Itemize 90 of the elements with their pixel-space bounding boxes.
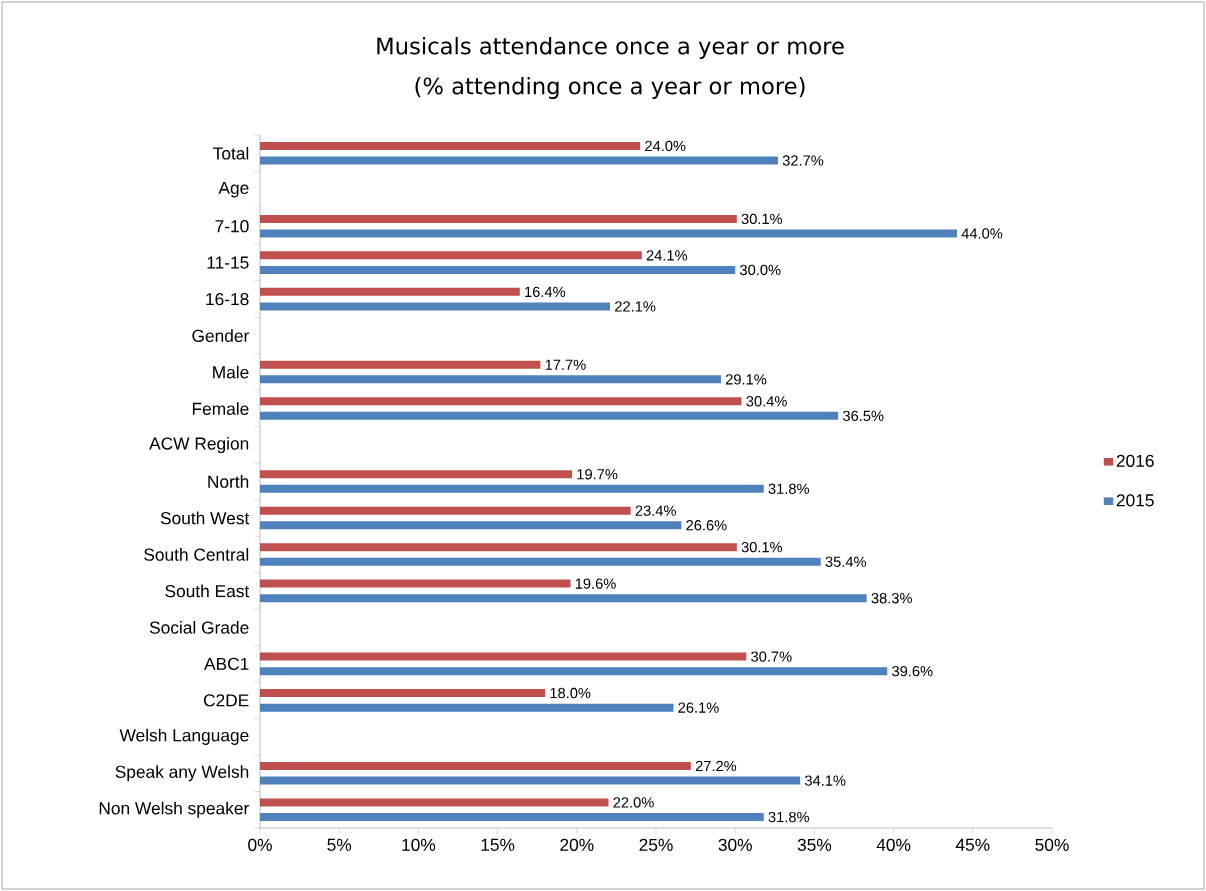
y-tick-label: Male (213, 365, 249, 379)
x-tick-label: 0% (248, 838, 272, 851)
data-label: 30.0% (740, 264, 781, 276)
bar (260, 141, 641, 150)
y-tick-label: Age (218, 181, 249, 198)
bar (260, 214, 737, 223)
data-label: 44.0% (961, 228, 1003, 239)
legend-label: 2016 (1116, 454, 1154, 467)
bar (260, 229, 957, 238)
data-label: 24.0% (645, 140, 686, 152)
x-tick-label: 5% (327, 838, 352, 851)
bar (260, 776, 801, 785)
data-label: 30.1% (741, 541, 783, 553)
y-tick-label: Total (213, 146, 249, 160)
bar (260, 798, 609, 807)
bar (260, 156, 778, 165)
data-label: 22.1% (615, 301, 656, 312)
data-label: 23.4% (635, 505, 676, 516)
chart-subtitle: (% attending once a year or more) (415, 77, 805, 99)
bar (260, 689, 546, 698)
chart-title: Musicals attendance once a year or more (377, 37, 844, 59)
bar (260, 761, 691, 770)
data-label: 35.4% (825, 556, 867, 567)
y-tick-label: 11-15 (207, 256, 249, 269)
data-label: 31.8% (768, 811, 810, 823)
bar (260, 813, 764, 822)
bar (260, 506, 631, 515)
bar (260, 652, 747, 661)
data-label: 24.1% (646, 250, 688, 261)
bar (260, 667, 888, 676)
data-label: 34.1% (804, 775, 846, 786)
data-label: 31.8% (768, 483, 810, 494)
y-tick-label: Female (192, 402, 249, 415)
data-label: 36.5% (842, 410, 884, 422)
y-tick-label: Non Welsh speaker (99, 801, 249, 818)
bar (260, 521, 682, 530)
data-label: 26.6% (686, 520, 727, 531)
x-tick-label: 50% (1035, 838, 1069, 851)
data-label: 29.1% (725, 374, 767, 385)
data-label: 27.2% (695, 760, 737, 772)
bar (260, 579, 571, 588)
data-label: 39.6% (892, 665, 933, 677)
bar (260, 287, 520, 296)
x-tick-label: 15% (481, 838, 515, 851)
bar (260, 543, 737, 552)
bar (260, 557, 821, 566)
y-tick-label: Welsh Language (119, 728, 249, 745)
x-tick-label: 30% (718, 838, 752, 851)
y-tick-label: Speak any Welsh (115, 765, 249, 782)
bar (260, 594, 867, 603)
y-tick-label: Social Grade (149, 621, 249, 634)
bar (260, 470, 573, 479)
y-tick-label: 16-18 (206, 292, 249, 306)
bar (260, 411, 839, 420)
bar (260, 360, 541, 369)
y-tick-label: North (208, 475, 249, 488)
x-tick-label: 10% (402, 838, 436, 851)
legend-label: 2015 (1116, 494, 1154, 507)
data-label: 19.7% (577, 469, 618, 480)
bar (260, 375, 721, 384)
data-label: 19.6% (575, 578, 616, 589)
data-label: 18.0% (550, 687, 591, 699)
bar (260, 703, 674, 712)
y-tick-label: South West (160, 511, 250, 525)
data-label: 26.1% (678, 702, 719, 713)
data-label: 22.0% (613, 797, 654, 808)
data-label: 30.7% (751, 651, 792, 662)
y-tick-label: ABC1 (204, 657, 249, 670)
x-tick-label: 20% (560, 838, 594, 851)
data-label: 38.3% (871, 593, 912, 604)
data-label: 30.4% (746, 396, 787, 407)
data-label: 32.7% (782, 155, 824, 166)
y-tick-label: ACW Region (149, 436, 249, 454)
bar (260, 484, 764, 493)
bar (260, 397, 742, 406)
y-tick-label: South East (165, 584, 250, 598)
y-tick-label: 7-10 (215, 220, 249, 233)
bar (260, 302, 611, 311)
x-tick-label: 45% (955, 838, 990, 851)
x-tick-label: 35% (797, 838, 832, 851)
y-tick-label: Gender (192, 329, 249, 342)
y-tick-label: South Central (144, 548, 249, 561)
data-label: 30.1% (741, 213, 783, 225)
bar (260, 251, 642, 260)
data-label: 17.7% (545, 359, 586, 370)
x-tick-label: 40% (876, 838, 911, 851)
data-label: 16.4% (525, 286, 566, 298)
y-tick-label: C2DE (203, 694, 249, 707)
x-tick-label: 25% (639, 838, 673, 851)
bar (260, 265, 736, 274)
